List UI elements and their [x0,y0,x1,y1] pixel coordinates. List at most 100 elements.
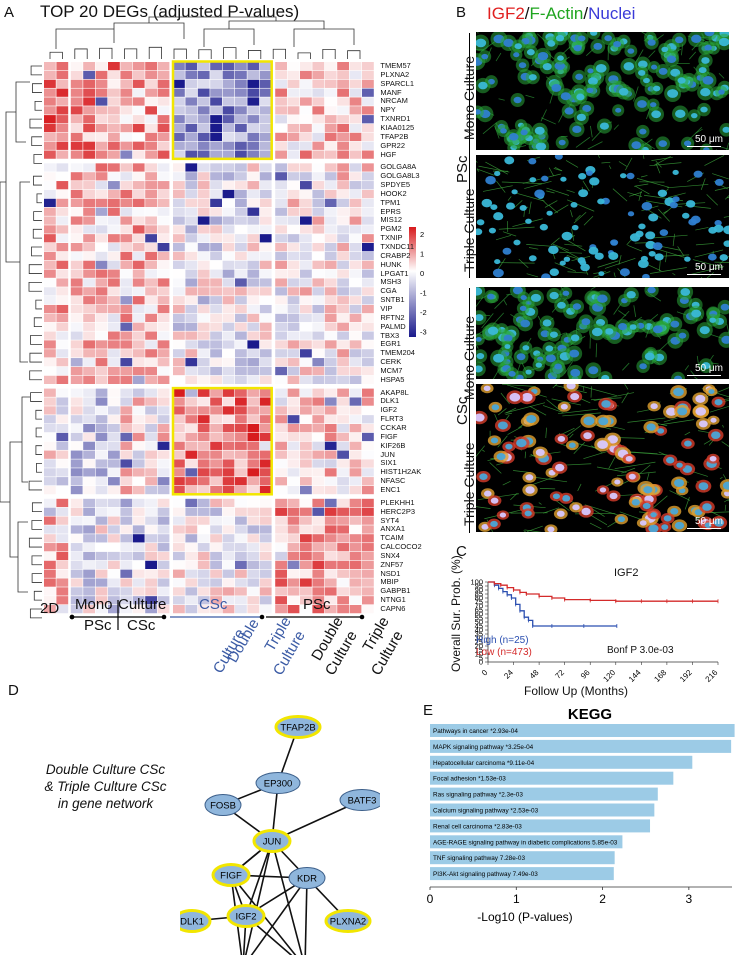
heat-cell [349,322,362,331]
heat-cell [83,560,95,569]
heat-cell [185,70,198,80]
heat-cell [83,106,95,115]
heat-cell [300,331,312,340]
heat-cell [173,543,185,552]
gene-label: HSPA5 [380,374,405,384]
kegg-title: KEGG [568,706,612,723]
heat-cell [95,62,108,71]
heat-cell [287,163,300,172]
heat-cell [120,189,133,199]
heat-cell [210,459,222,468]
heat-cell [222,450,235,459]
heat-cell [185,79,198,88]
heat-cell [185,415,198,424]
heat-cell [120,516,133,525]
heat-cell [259,397,272,406]
heat-cell [300,260,312,269]
heat-cell [300,296,312,305]
heat-cell [300,172,312,181]
survival-line-low [488,581,718,602]
heat-cell [300,132,312,142]
heat-cell [247,189,260,199]
heat-cell [259,450,272,459]
heat-cell [287,287,300,296]
heat-cell [108,432,120,442]
panel-label-a: A [4,4,15,21]
heat-cell [235,543,247,552]
heat-cell [108,225,120,234]
heat-cell [235,243,247,252]
heat-cell [275,216,287,225]
network-node [255,772,301,794]
heat-cell [312,79,325,88]
heat-cell [157,198,170,207]
gene-label: KIAA0125 [380,122,415,132]
heat-cell [56,578,69,587]
heat-cell [173,251,185,261]
heat-cell [44,163,56,172]
heat-cell [145,432,157,442]
heat-cell [259,234,272,243]
heat-cell [120,115,133,124]
heat-cell [222,578,235,587]
gene-label: SIX1 [380,458,397,468]
heat-cell [173,132,185,142]
heat-cell [210,296,222,305]
gene-label: HOOK2 [380,188,407,198]
heat-cell [197,578,210,587]
heat-cell [56,225,69,234]
heat-cell [210,468,222,477]
heat-cell [83,432,95,442]
heat-cell [275,260,287,269]
heat-cell [247,225,260,234]
heat-cell [247,207,260,216]
heat-cell [337,432,349,442]
heat-cell [222,181,235,190]
heat-cell [222,278,235,287]
heat-cell [197,123,210,133]
heat-cell [300,507,312,516]
heat-cell [324,123,337,133]
heat-cell [83,70,95,80]
heat-cell [108,207,120,216]
heat-cell [222,225,235,234]
heat-cell [210,450,222,459]
heat-cell [108,331,120,340]
heat-cell [235,207,247,216]
heat-cell [56,207,69,216]
heat-cell [95,587,108,596]
heat-cell [83,397,95,406]
heat-cell [247,349,260,358]
heat-cell [120,260,133,269]
heat-cell [70,340,83,349]
gene-label: NFASC [380,476,406,486]
heat-cell [44,534,56,543]
heat-cell [362,569,374,578]
heat-cell [56,88,69,97]
heat-cell [108,534,120,543]
gene-label: NTNG1 [380,595,406,605]
legend-tick: 0 [420,269,424,278]
heat-cell [44,313,56,323]
heat-cell [362,605,374,614]
heat-cell [70,88,83,97]
heat-cell [157,269,170,278]
heat-cell [362,123,374,133]
heat-cell [108,397,120,406]
heat-cell [337,62,349,71]
heat-cell [300,251,312,261]
heat-cell [83,406,95,415]
heat-cell [83,605,95,614]
heat-cell [312,397,325,406]
heat-cell [56,468,69,477]
heat-cell [349,62,362,71]
heat-cell [235,349,247,358]
heat-cell [300,278,312,287]
heat-cell [83,485,95,495]
heat-cell [44,189,56,199]
heat-cell [95,534,108,543]
heat-cell [70,198,83,207]
heat-cell [247,216,260,225]
heat-cell [349,97,362,106]
heat-cell [312,331,325,340]
